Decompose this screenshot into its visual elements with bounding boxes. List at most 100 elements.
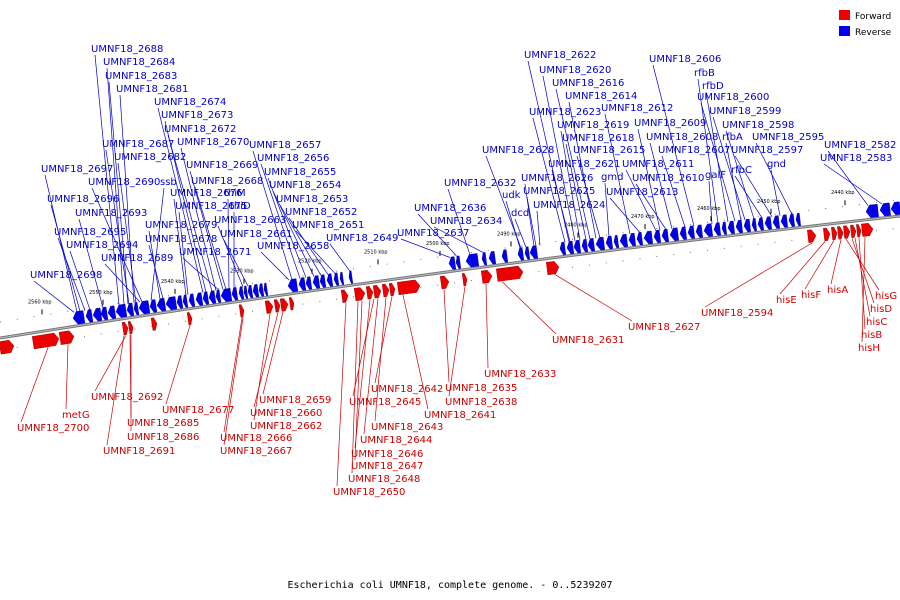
leader-line bbox=[604, 182, 610, 237]
leader-line bbox=[402, 294, 429, 410]
tick-label: 2490 kbp bbox=[497, 231, 521, 237]
leader-line bbox=[252, 150, 293, 280]
gene-label-umnf18-2655: UMNF18_2655 bbox=[264, 167, 336, 178]
forward-gene-arrow bbox=[279, 298, 289, 312]
tick-label: 2460 kbp bbox=[697, 206, 721, 212]
reverse-gene-arrow bbox=[581, 238, 588, 253]
reverse-gene-arrow bbox=[619, 233, 628, 248]
reverse-gene-arrow bbox=[605, 235, 613, 250]
reverse-gene-arrow bbox=[115, 303, 128, 318]
reverse-gene-arrow bbox=[529, 245, 539, 259]
reverse-gene-arrow bbox=[703, 223, 713, 237]
gene-label-umnf18-2634: UMNF18_2634 bbox=[430, 216, 502, 227]
tick-label: 2530 kbp bbox=[230, 269, 254, 275]
reverse-gene-arrow bbox=[636, 232, 643, 246]
forward-gene-arrow bbox=[850, 224, 857, 238]
leader-line bbox=[374, 296, 393, 384]
leader-line bbox=[501, 281, 557, 335]
reverse-gene-arrow bbox=[465, 253, 480, 268]
gene-label-umnf18-2650: UMNF18_2650 bbox=[333, 487, 405, 498]
leader-line bbox=[400, 238, 451, 258]
gene-label-udk: udk bbox=[502, 190, 521, 201]
gene-label-umnf18-2693: UMNF18_2693 bbox=[75, 208, 147, 219]
leader-line bbox=[253, 313, 271, 421]
gene-label-umnf18-2644: UMNF18_2644 bbox=[360, 435, 432, 446]
tick-label: 2470 kbp bbox=[631, 214, 655, 220]
leader-line bbox=[157, 107, 204, 293]
gene-label-umnf18-2686: UMNF18_2686 bbox=[127, 432, 199, 443]
gene-label-umnf18-2671: UMNF18_2671 bbox=[179, 247, 251, 258]
gene-label-umnf18-2688: UMNF18_2688 bbox=[91, 44, 163, 55]
gene-label-umnf18-2649: UMNF18_2649 bbox=[326, 233, 398, 244]
reverse-gene-arrow bbox=[448, 256, 457, 270]
gene-label-umnf18-2669: UMNF18_2669 bbox=[186, 160, 258, 171]
gene-label-umnf18-2643: UMNF18_2643 bbox=[371, 422, 443, 433]
leader-line bbox=[253, 312, 279, 408]
gene-label-umnf18-2609: UMNF18_2609 bbox=[634, 118, 706, 129]
leader-line bbox=[167, 134, 213, 292]
gene-label-umnf18-2620: UMNF18_2620 bbox=[539, 65, 611, 76]
gene-label-umnf18-2656: UMNF18_2656 bbox=[257, 153, 329, 164]
gene-label-umnf18-2615: UMNF18_2615 bbox=[573, 145, 645, 156]
gene-label-umnf18-2622: UMNF18_2622 bbox=[524, 50, 596, 61]
leader-line bbox=[180, 147, 217, 291]
leader-line bbox=[845, 238, 880, 291]
reverse-gene-arrow bbox=[133, 301, 140, 316]
leader-line bbox=[652, 64, 695, 227]
leader-line bbox=[576, 155, 601, 238]
leader-line bbox=[443, 289, 450, 383]
leader-line bbox=[336, 302, 347, 487]
leader-line bbox=[94, 335, 127, 392]
leader-line bbox=[779, 241, 826, 295]
leader-line bbox=[485, 283, 489, 369]
leader-line bbox=[827, 150, 869, 206]
reverse-gene-arrow bbox=[653, 229, 661, 244]
reverse-gene-arrow bbox=[573, 239, 582, 254]
gene-label-umnf18-2628: UMNF18_2628 bbox=[482, 145, 554, 156]
gene-label-umnf18-2625: UMNF18_2625 bbox=[523, 186, 595, 197]
forward-gene-arrow bbox=[31, 332, 60, 350]
gene-label-umnf18-2645: UMNF18_2645 bbox=[349, 397, 421, 408]
reverse-gene-arrow bbox=[305, 276, 313, 290]
gene-label-umnf18-2642: UMNF18_2642 bbox=[371, 384, 443, 395]
gene-label-umnf18-2638: UMNF18_2638 bbox=[445, 397, 517, 408]
gene-label-thim: thiM bbox=[224, 188, 246, 199]
gene-label-ssb: ssb bbox=[160, 177, 177, 188]
leader-line bbox=[106, 67, 125, 305]
reverse-gene-arrow bbox=[481, 252, 488, 266]
leader-line bbox=[851, 238, 875, 304]
leader-line bbox=[725, 130, 755, 219]
gene-label-thid: thiD bbox=[230, 201, 251, 212]
reverse-gene-arrow bbox=[107, 305, 117, 319]
leader-line bbox=[173, 198, 187, 296]
gene-label-umnf18-2670: UMNF18_2670 bbox=[177, 137, 249, 148]
reverse-gene-arrow bbox=[258, 283, 265, 297]
gene-label-umnf18-2661: UMNF18_2661 bbox=[220, 229, 292, 240]
gene-label-umnf18-2658: UMNF18_2658 bbox=[257, 241, 329, 252]
gene-label-umnf18-2684: UMNF18_2684 bbox=[103, 57, 175, 68]
leader-line bbox=[78, 218, 104, 308]
reverse-gene-arrow bbox=[517, 247, 525, 261]
gene-label-hisg: hisG bbox=[875, 291, 897, 302]
leader-line bbox=[505, 200, 521, 249]
gene-label-umnf18-2682: UMNF18_2682 bbox=[114, 152, 186, 163]
leader-line bbox=[542, 75, 576, 242]
gene-label-gmd: gmd bbox=[601, 172, 623, 183]
gene-label-umnf18-2610: UMNF18_2610 bbox=[632, 173, 704, 184]
gene-label-umnf18-2660: UMNF18_2660 bbox=[250, 408, 322, 419]
gene-label-hisa: hisA bbox=[827, 285, 848, 296]
reverse-gene-arrow bbox=[669, 227, 679, 241]
leader-line bbox=[223, 317, 244, 446]
leader-line bbox=[165, 325, 191, 405]
gene-label-umnf18-2672: UMNF18_2672 bbox=[164, 124, 236, 135]
reverse-gene-arrow bbox=[176, 295, 184, 309]
gene-label-umnf18-2676: UMNF18_2676 bbox=[170, 188, 242, 199]
reverse-gene-arrow bbox=[149, 299, 158, 313]
forward-gene-arrow bbox=[121, 321, 129, 336]
legend-reverse-swatch bbox=[839, 26, 850, 36]
reverse-gene-arrow bbox=[687, 225, 695, 239]
reverse-gene-arrow bbox=[220, 288, 233, 302]
gene-label-umnf18-2600: UMNF18_2600 bbox=[697, 92, 769, 103]
reverse-gene-arrow bbox=[643, 230, 653, 245]
gene-label-umnf18-2598: UMNF18_2598 bbox=[722, 120, 794, 131]
